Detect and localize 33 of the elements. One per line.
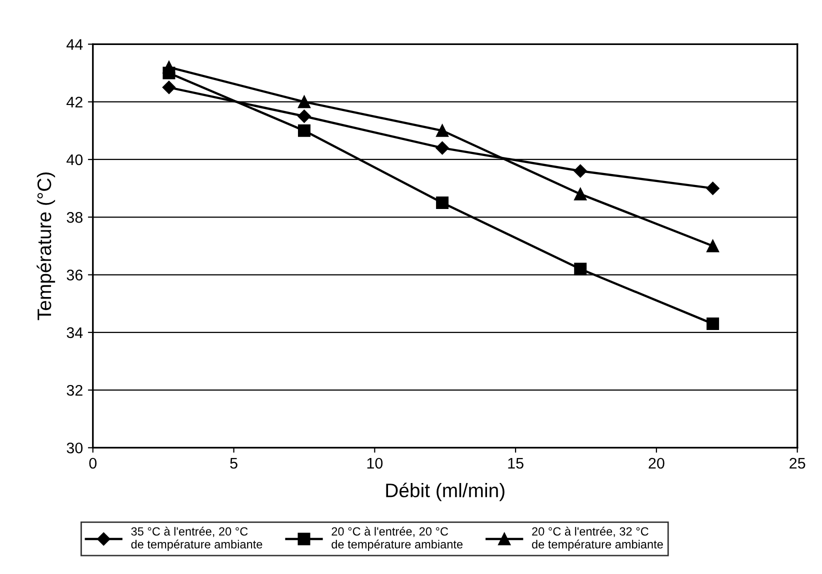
x-tick-label: 0 [89,458,97,469]
point [706,318,720,330]
legend-label: 35 °C à l'entrée, 20 °C de température ambiante [131,526,262,551]
y-tick-label: 44 [66,39,83,50]
point [436,124,449,137]
point [706,240,720,252]
point [298,96,310,108]
legend-label: 20 °C à l'entrée, 32 °C de température ambiante [532,526,663,551]
x-axis-title: Débit (ml/min) [386,482,504,502]
y-tick-label: 30 [66,442,83,454]
y-tick-label: 34 [66,327,83,338]
point [436,141,449,155]
point [298,124,310,137]
point [436,196,449,209]
legend-label: 20 °C à l'entrée, 20 °C de température ambiante [332,526,463,551]
x-tick-label: 20 [648,458,664,469]
x-tick-label: 25 [790,458,806,469]
y-tick-label: 32 [66,384,82,396]
y-tick-label: 42 [66,96,82,108]
point [706,182,720,195]
x-tick-label: 10 [367,458,383,469]
point [162,61,176,74]
y-tick-label: 36 [66,270,82,280]
point [574,262,587,276]
y-axis-title: Température (°C) [36,172,56,320]
y-tick-label: 38 [66,212,82,223]
x-tick-label: 15 [508,458,524,469]
point [298,110,311,123]
point [574,188,587,200]
x-tick-label: 5 [230,458,238,469]
point [574,164,587,178]
y-tick-label: 40 [66,154,83,166]
point [162,80,176,94]
